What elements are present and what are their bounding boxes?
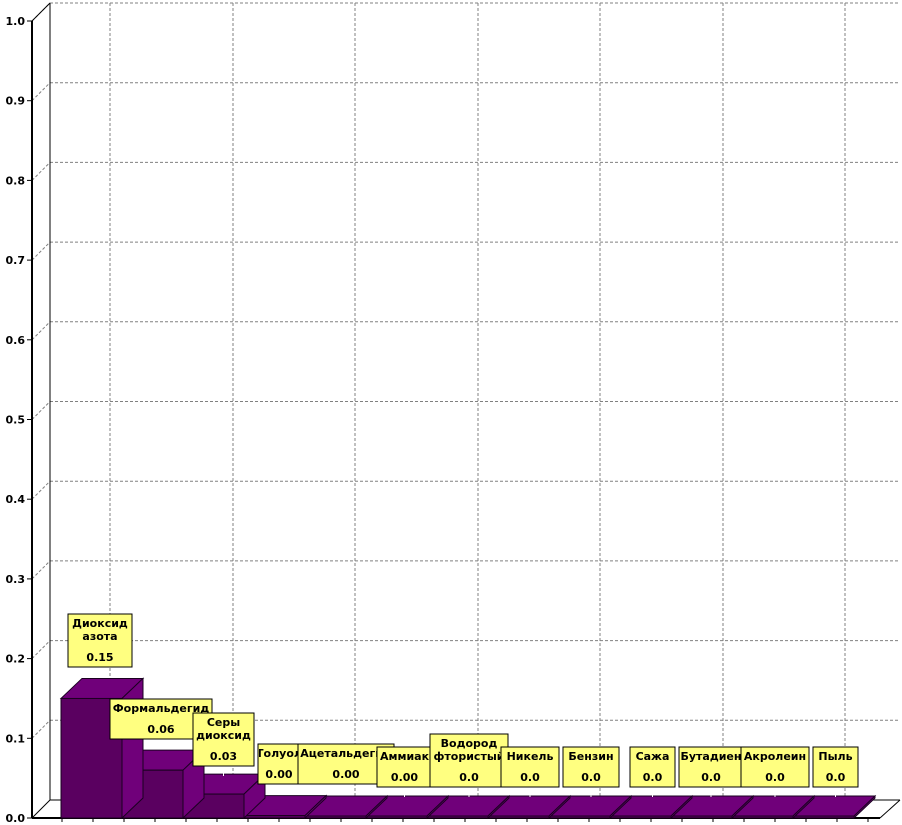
gridline-slant [31,480,51,500]
gridline-slant [31,560,51,580]
callout-box [376,746,433,788]
bar-category-label: Никель [507,750,554,763]
bar-category-label: Аммиак [380,750,430,763]
bar-value-label: 0.0 [643,771,663,784]
bar-front-face [60,697,123,819]
bar-front-face [609,815,672,819]
bar [242,794,328,820]
y-tick-label: 0.2 [6,653,26,666]
bar-value-label: 0.00 [265,768,292,781]
value-callout: Акролеин 0.0 [740,746,810,797]
y-tick-label: 0.8 [6,174,26,187]
value-callout: Толуол 0.00 [256,743,302,794]
callout-box [192,712,255,767]
value-callout: Бензин 0.0 [562,746,620,797]
bar-front-face [792,815,855,819]
callout-box [678,746,744,788]
callout-box [740,746,810,788]
y-tick-label: 0.3 [6,573,26,586]
gridline-slant [31,321,51,341]
y-tick-label: 1.0 [6,15,26,28]
bar-value-label: 0.0 [765,771,785,784]
y-tick-label: 0.4 [6,493,26,506]
y-tick-label: 0.5 [6,414,26,427]
bar [608,794,694,820]
bar-value-label: 0.00 [391,771,418,784]
y-tick-label: 0.6 [6,334,26,347]
gridline-slant [31,162,51,181]
bar-front-face [670,815,733,819]
bar-front-face [365,815,428,819]
bar-value-label: 0.03 [210,750,237,763]
value-callout: Аммиак 0.00 [376,746,433,797]
bar-category-label: Акролеин [744,750,806,763]
callout-box [67,613,133,668]
bar-category-label: фтористый [434,750,505,763]
bar-value-label: 0.0 [459,771,479,784]
bar-category-label: азота [82,630,117,643]
bar-category-label: Сажа [636,750,670,763]
axes: 0.0 0.1 0.2 0.3 0.4 0.5 0.6 0.7 0.8 0.9 1.0 [6,2,901,825]
floor-left-edge [31,799,51,819]
y-tick-label: 0.1 [6,732,26,745]
bar-value-label: 0.0 [826,771,846,784]
bar-category-label: Серы [207,716,240,729]
callout-box [500,746,560,788]
y-axis-top-slant [31,2,51,22]
bar-category-label: Диоксид [72,617,128,630]
bar-category-label: Ацетальдегид [300,747,392,760]
callout-box [812,746,859,788]
gridline-slant [31,82,51,102]
bar-category-label: Формальдегид [113,702,210,715]
bar-category-label: Бутадиен [680,750,741,763]
bar-front-face [487,815,550,819]
bar-value-label: 0.00 [332,768,359,781]
bar-value-label: 0.0 [520,771,540,784]
gridline-slant [31,719,51,739]
bar-value-label: 0.0 [701,771,721,784]
bar-category-label: Пыль [818,750,852,763]
y-tick-label: 0.0 [6,812,26,825]
bar-value-label: 0.0 [581,771,601,784]
bar [59,677,145,820]
bar-value-label: 0.06 [147,723,174,736]
callout-box [429,733,509,788]
bar-front-face [243,815,306,819]
callout-box [629,746,676,788]
value-callout: Никель 0.0 [500,746,560,797]
bar [730,794,816,820]
bar-category-label: диоксид [196,729,251,742]
gridline-slant [31,640,51,659]
floor-right-edge [879,799,901,819]
bar-category-label: Толуол [256,747,302,760]
gridline-slant [31,401,51,420]
value-callout: Сажа 0.0 [629,746,676,797]
bar-value-label: 0.15 [86,651,113,664]
callout-box [562,746,620,788]
bar-front-face [304,815,367,819]
bar-category-label: Бензин [568,750,613,763]
bar-front-face [426,815,489,819]
bar-front-face [731,815,794,819]
bar-front-face [548,815,611,819]
bar [547,794,633,820]
y-tick-label: 0.7 [6,254,26,267]
gridline-slant [31,241,51,261]
bar [791,794,877,820]
bar-category-label: Водород [441,737,498,750]
gridlines [31,2,900,800]
y-tick-label: 0.9 [6,95,26,108]
callout-box [257,743,301,785]
bar [303,794,389,820]
value-callout: Пыль 0.0 [812,746,859,797]
value-callout: Бутадиен 0.0 [678,746,744,797]
